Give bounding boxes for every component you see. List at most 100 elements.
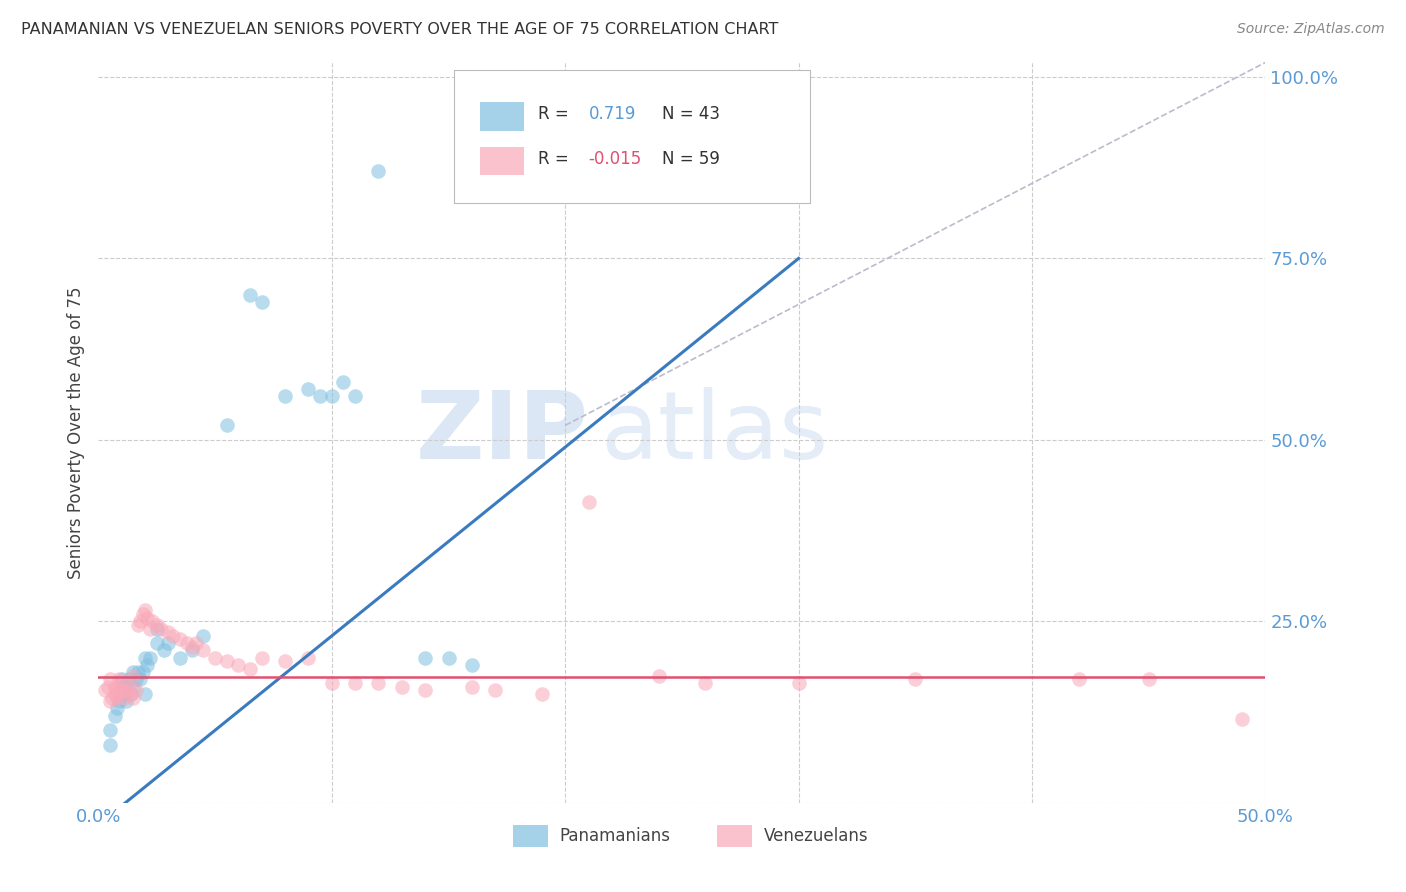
Point [146, 618, 169, 632]
Point [193, 629, 215, 643]
Point [125, 683, 148, 698]
Point [111, 673, 134, 687]
Point [309, 389, 332, 403]
Point [146, 636, 169, 650]
Point [321, 389, 343, 403]
Point [115, 694, 138, 708]
Point [169, 632, 191, 647]
Point [118, 680, 141, 694]
Point [122, 680, 145, 694]
Text: PANAMANIAN VS VENEZUELAN SENIORS POVERTY OVER THE AGE OF 75 CORRELATION CHART: PANAMANIAN VS VENEZUELAN SENIORS POVERTY… [21, 22, 779, 37]
Point [186, 636, 208, 650]
Point [1137, 673, 1160, 687]
Point [239, 287, 262, 301]
Point [108, 673, 131, 687]
Text: Venezuelans: Venezuelans [763, 827, 869, 845]
Point [134, 650, 156, 665]
Point [134, 687, 156, 701]
Text: ZIP: ZIP [416, 386, 589, 479]
Point [367, 164, 389, 178]
Point [132, 665, 155, 680]
Point [98, 673, 121, 687]
Point [111, 683, 134, 698]
Point [97, 680, 120, 694]
Point [108, 694, 131, 708]
Point [101, 690, 124, 705]
Point [413, 650, 436, 665]
Text: -0.015: -0.015 [589, 150, 641, 168]
Point [122, 665, 145, 680]
Point [484, 683, 506, 698]
Point [461, 680, 484, 694]
Point [239, 661, 262, 675]
Text: Panamanians: Panamanians [560, 827, 671, 845]
Point [146, 622, 169, 636]
Point [108, 687, 131, 701]
Point [578, 494, 600, 508]
Point [150, 622, 173, 636]
Point [787, 676, 810, 690]
Point [1067, 673, 1090, 687]
Point [139, 650, 162, 665]
Point [112, 690, 135, 705]
Bar [479, 103, 524, 130]
Point [105, 701, 128, 715]
Point [129, 673, 152, 687]
Point [104, 687, 127, 701]
Point [105, 690, 128, 705]
Point [461, 657, 484, 672]
Point [904, 673, 927, 687]
Text: N = 59: N = 59 [662, 150, 720, 168]
Point [136, 610, 159, 624]
Point [274, 654, 297, 668]
Point [250, 295, 273, 310]
Bar [479, 147, 524, 175]
Point [180, 643, 202, 657]
Point [297, 382, 319, 396]
Point [120, 687, 142, 701]
Point [118, 673, 141, 687]
Text: 0.719: 0.719 [589, 105, 636, 123]
Bar [717, 825, 752, 847]
Point [391, 680, 413, 694]
Point [127, 665, 149, 680]
Point [111, 680, 134, 694]
Point [98, 694, 121, 708]
Point [344, 389, 367, 403]
Point [250, 650, 273, 665]
Text: Source: ZipAtlas.com: Source: ZipAtlas.com [1237, 22, 1385, 37]
Point [1230, 712, 1253, 726]
Point [162, 629, 184, 643]
Point [274, 389, 297, 403]
Text: N = 43: N = 43 [662, 105, 720, 123]
Point [157, 625, 180, 640]
Point [215, 654, 238, 668]
Point [157, 636, 180, 650]
Point [94, 683, 117, 698]
Text: atlas: atlas [600, 386, 828, 479]
Point [413, 683, 436, 698]
Point [104, 680, 127, 694]
Y-axis label: Seniors Poverty Over the Age of 75: Seniors Poverty Over the Age of 75 [66, 286, 84, 579]
Point [122, 669, 145, 683]
Point [127, 618, 149, 632]
Point [344, 676, 367, 690]
Point [204, 650, 226, 665]
Point [695, 676, 717, 690]
Point [367, 676, 389, 690]
Point [228, 657, 250, 672]
Bar [513, 825, 548, 847]
FancyBboxPatch shape [454, 70, 810, 203]
Point [180, 640, 202, 654]
Point [332, 375, 354, 389]
Point [105, 683, 128, 698]
Point [115, 683, 138, 698]
Point [134, 603, 156, 617]
Point [530, 687, 553, 701]
Point [141, 615, 163, 629]
Point [122, 690, 145, 705]
Point [111, 676, 134, 690]
Point [115, 680, 138, 694]
Point [139, 622, 162, 636]
Point [112, 687, 135, 701]
